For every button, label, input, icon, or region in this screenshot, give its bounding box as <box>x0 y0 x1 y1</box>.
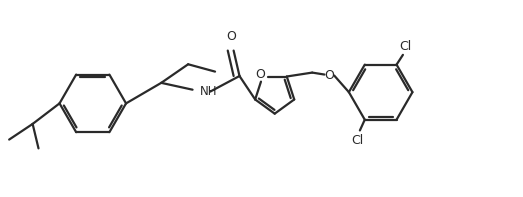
Text: O: O <box>255 68 265 81</box>
Text: NH: NH <box>199 85 217 98</box>
Text: Cl: Cl <box>399 40 412 53</box>
Text: Cl: Cl <box>351 134 363 147</box>
Text: O: O <box>324 69 334 82</box>
Text: O: O <box>226 30 236 43</box>
